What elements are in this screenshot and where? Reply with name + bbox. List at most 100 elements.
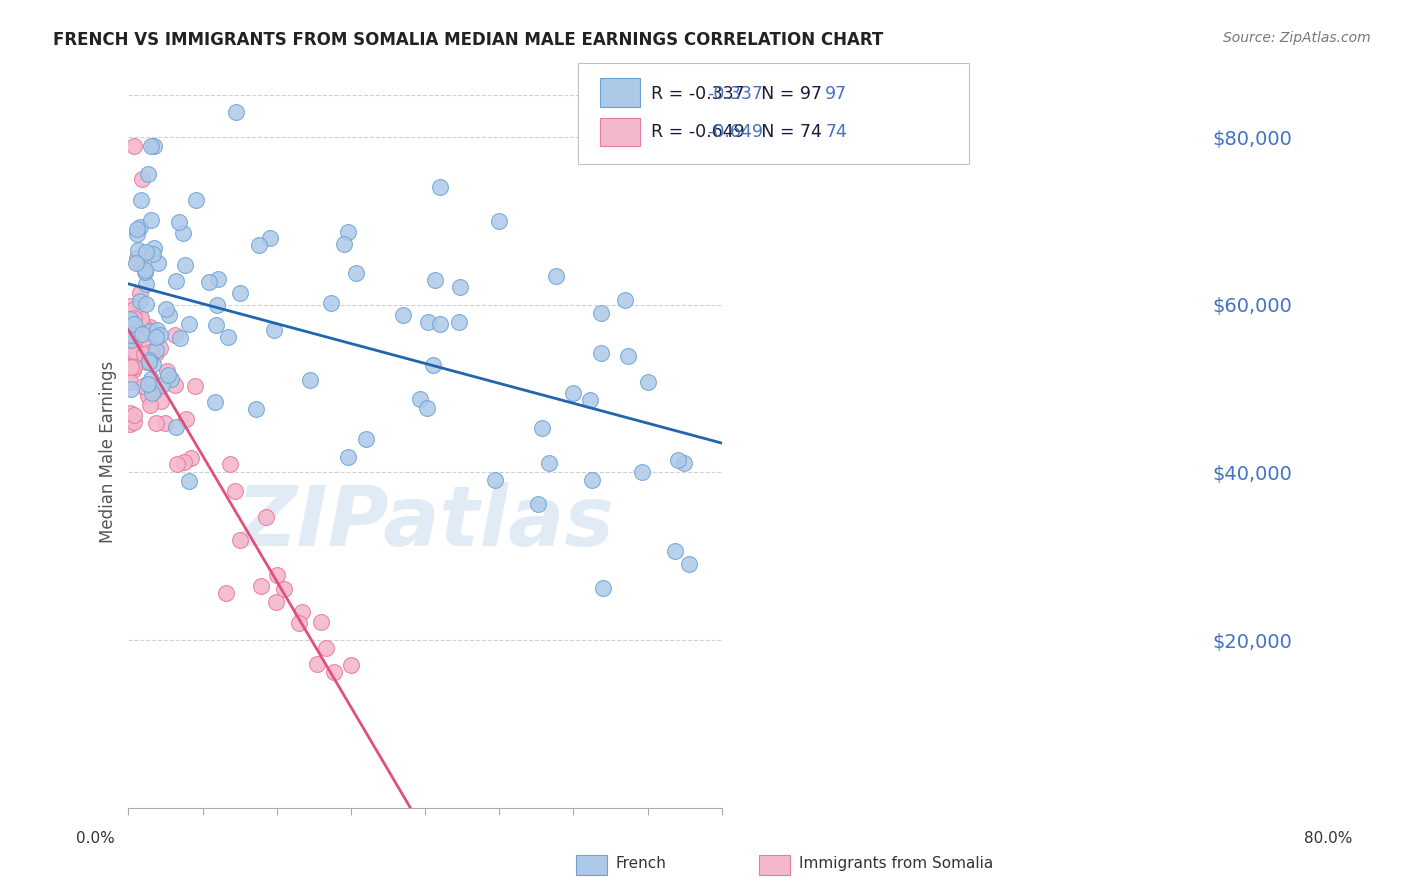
Point [173, 258, 195, 272]
Point [309, 615, 332, 630]
Point [120, 359, 142, 374]
Point [592, 581, 614, 595]
Point [138, 345, 160, 359]
Point [135, 297, 157, 311]
Point [423, 273, 446, 287]
Point [449, 280, 471, 294]
Point [177, 318, 200, 332]
Text: FRENCH VS IMMIGRANTS FROM SOMALIA MEDIAN MALE EARNINGS CORRELATION CHART: FRENCH VS IMMIGRANTS FROM SOMALIA MEDIAN… [53, 31, 884, 49]
Point [118, 299, 141, 313]
Point [129, 293, 152, 308]
Point [148, 342, 170, 356]
Point [125, 352, 148, 367]
Point [135, 244, 157, 259]
Point [128, 257, 150, 271]
Point [298, 373, 321, 387]
Point [122, 318, 145, 332]
Point [129, 219, 152, 234]
Point [416, 401, 439, 415]
Point [142, 384, 165, 398]
Point [152, 377, 174, 392]
Point [544, 268, 567, 283]
Point [125, 350, 148, 364]
Point [118, 312, 141, 326]
Point [531, 421, 554, 435]
Point [254, 509, 277, 524]
Point [118, 338, 141, 352]
Point [135, 355, 157, 369]
Point [141, 213, 163, 227]
Point [118, 375, 141, 389]
Point [163, 378, 186, 392]
Point [159, 371, 181, 385]
Point [128, 286, 150, 301]
Point [198, 275, 221, 289]
Point [166, 457, 188, 471]
Point [174, 412, 197, 426]
Point [184, 379, 207, 393]
Point [527, 497, 550, 511]
Point [637, 375, 659, 389]
Point [264, 595, 287, 609]
Point [134, 265, 156, 279]
Point [591, 346, 613, 360]
Point [664, 544, 686, 558]
Point [340, 658, 363, 673]
Text: 0.0%: 0.0% [76, 831, 115, 846]
Point [672, 456, 695, 470]
Point [447, 315, 470, 329]
Point [184, 193, 207, 207]
Point [337, 225, 360, 239]
Point [145, 417, 167, 431]
Text: R = -0.337   N = 97: R = -0.337 N = 97 [651, 85, 823, 103]
Point [224, 483, 246, 498]
Point [581, 473, 603, 487]
Point [617, 349, 640, 363]
Point [392, 309, 415, 323]
Point [134, 263, 156, 277]
Text: -0.337: -0.337 [707, 85, 763, 103]
Point [135, 379, 157, 393]
Point [139, 324, 162, 338]
Point [127, 318, 149, 333]
Point [127, 227, 149, 241]
Point [323, 665, 346, 680]
Point [422, 359, 444, 373]
Point [135, 277, 157, 291]
Text: Source: ZipAtlas.com: Source: ZipAtlas.com [1223, 31, 1371, 45]
Point [315, 640, 337, 655]
Point [167, 215, 190, 229]
Point [169, 331, 191, 345]
Point [129, 311, 152, 326]
Point [125, 251, 148, 265]
Point [139, 139, 162, 153]
Point [127, 330, 149, 344]
Point [131, 172, 153, 186]
Point [429, 180, 451, 194]
Text: 74: 74 [825, 123, 848, 141]
Point [538, 456, 561, 470]
Point [120, 328, 142, 343]
Point [165, 274, 187, 288]
Point [138, 376, 160, 391]
Point [579, 393, 602, 408]
Point [631, 465, 654, 479]
Point [321, 296, 343, 310]
Point [484, 473, 506, 487]
Point [129, 193, 152, 207]
Point [666, 453, 689, 467]
Point [247, 238, 270, 252]
Point [591, 306, 613, 320]
Point [122, 363, 145, 377]
Point [159, 308, 181, 322]
Point [613, 293, 636, 308]
Point [207, 298, 229, 312]
Point [132, 379, 155, 393]
Point [139, 372, 162, 386]
Point [288, 616, 311, 631]
Point [131, 326, 153, 341]
Point [124, 353, 146, 368]
Point [228, 285, 250, 300]
Point [217, 330, 239, 344]
Point [307, 657, 329, 671]
